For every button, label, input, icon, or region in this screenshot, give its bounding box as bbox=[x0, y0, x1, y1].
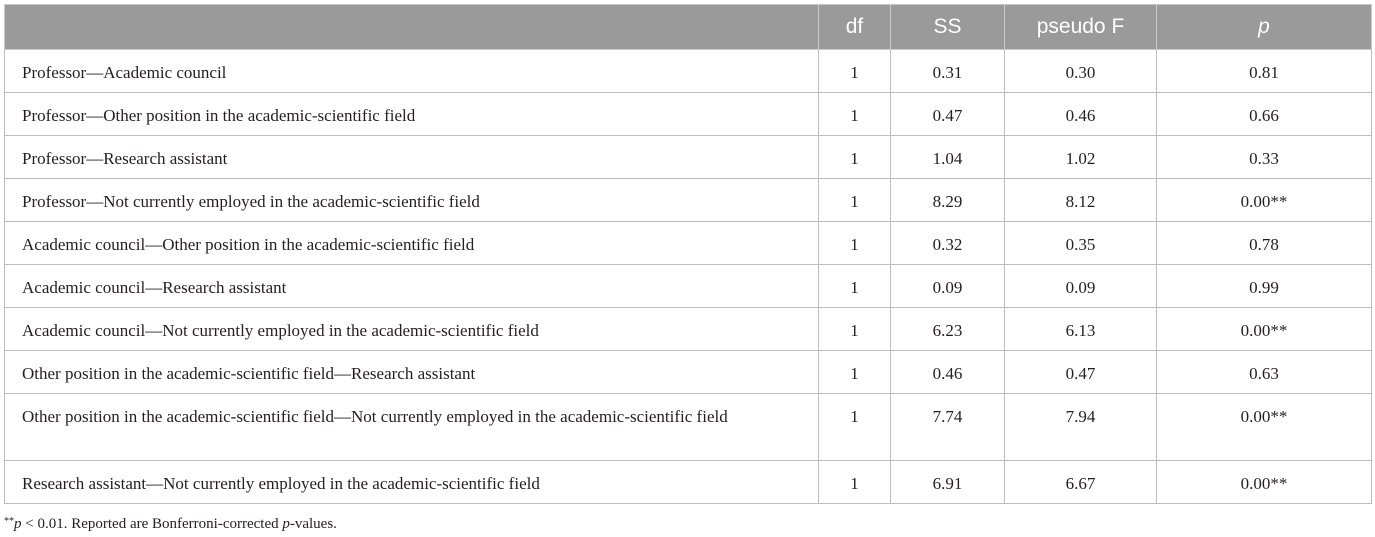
cell-ss: 0.31 bbox=[890, 49, 1005, 93]
cell-comparison: Research assistant—Not currently employe… bbox=[4, 460, 819, 504]
cell-p: 0.00** bbox=[1156, 307, 1372, 351]
cell-p: 0.00** bbox=[1156, 178, 1372, 222]
table-row: Research assistant—Not currently employe… bbox=[4, 460, 1372, 504]
cell-p: 0.99 bbox=[1156, 264, 1372, 308]
table-row: Other position in the academic-scientifi… bbox=[4, 393, 1372, 461]
cell-pseudo-f: 0.30 bbox=[1004, 49, 1157, 93]
table-row: Other position in the academic-scientifi… bbox=[4, 350, 1372, 394]
cell-comparison: Professor—Academic council bbox=[4, 49, 819, 93]
cell-pseudo-f: 6.13 bbox=[1004, 307, 1157, 351]
pairwise-comparison-table: df SS pseudo F p Professor—Academic coun… bbox=[4, 4, 1372, 504]
table-row: Academic council—Other position in the a… bbox=[4, 221, 1372, 265]
cell-p: 0.33 bbox=[1156, 135, 1372, 179]
header-p: p bbox=[1156, 4, 1372, 50]
table-row: Professor—Not currently employed in the … bbox=[4, 178, 1372, 222]
results-table-container: df SS pseudo F p Professor—Academic coun… bbox=[4, 4, 1372, 504]
cell-df: 1 bbox=[818, 350, 891, 394]
table-row: Professor—Academic council 1 0.31 0.30 0.81 bbox=[4, 49, 1372, 93]
table-row: Professor—Research assistant 1 1.04 1.02 0.3… bbox=[4, 135, 1372, 179]
cell-df: 1 bbox=[818, 135, 891, 179]
table-footnote: **p < 0.01. Reported are Bonferroni-corr… bbox=[4, 513, 337, 533]
footnote-p-symbol: p bbox=[14, 516, 22, 532]
cell-p: 0.63 bbox=[1156, 350, 1372, 394]
cell-pseudo-f: 6.67 bbox=[1004, 460, 1157, 504]
cell-pseudo-f: 0.35 bbox=[1004, 221, 1157, 265]
header-comparison bbox=[4, 4, 819, 50]
cell-comparison: Professor—Other position in the academic… bbox=[4, 92, 819, 136]
cell-ss: 0.47 bbox=[890, 92, 1005, 136]
cell-pseudo-f: 7.94 bbox=[1004, 393, 1157, 461]
cell-comparison: Other position in the academic-scientifi… bbox=[4, 350, 819, 394]
cell-pseudo-f: 8.12 bbox=[1004, 178, 1157, 222]
table-row: Professor—Other position in the academic… bbox=[4, 92, 1372, 136]
cell-df: 1 bbox=[818, 264, 891, 308]
cell-p: 0.66 bbox=[1156, 92, 1372, 136]
table-body: Professor—Academic council 1 0.31 0.30 0.81 P… bbox=[4, 49, 1372, 504]
cell-pseudo-f: 0.47 bbox=[1004, 350, 1157, 394]
cell-pseudo-f: 0.09 bbox=[1004, 264, 1157, 308]
cell-p: 0.00** bbox=[1156, 460, 1372, 504]
cell-ss: 0.46 bbox=[890, 350, 1005, 394]
header-df: df bbox=[818, 4, 891, 50]
cell-df: 1 bbox=[818, 178, 891, 222]
footnote-p-symbol-2: p bbox=[282, 516, 290, 532]
footnote-tail: -values. bbox=[289, 516, 337, 532]
cell-comparison: Professor—Not currently employed in the … bbox=[4, 178, 819, 222]
table-row: Academic council—Not currently employed … bbox=[4, 307, 1372, 351]
header-ss: SS bbox=[890, 4, 1005, 50]
cell-comparison: Academic council—Other position in the a… bbox=[4, 221, 819, 265]
cell-df: 1 bbox=[818, 460, 891, 504]
cell-comparison: Academic council—Research assistant bbox=[4, 264, 819, 308]
cell-ss: 1.04 bbox=[890, 135, 1005, 179]
cell-ss: 6.91 bbox=[890, 460, 1005, 504]
cell-p: 0.78 bbox=[1156, 221, 1372, 265]
cell-df: 1 bbox=[818, 307, 891, 351]
header-pseudo-f: pseudo F bbox=[1004, 4, 1157, 50]
cell-df: 1 bbox=[818, 92, 891, 136]
cell-ss: 6.23 bbox=[890, 307, 1005, 351]
cell-comparison: Professor—Research assistant bbox=[4, 135, 819, 179]
footnote-marker: ** bbox=[4, 516, 14, 527]
cell-ss: 7.74 bbox=[890, 393, 1005, 461]
cell-df: 1 bbox=[818, 393, 891, 461]
cell-df: 1 bbox=[818, 221, 891, 265]
cell-df: 1 bbox=[818, 49, 891, 93]
cell-comparison: Academic council—Not currently employed … bbox=[4, 307, 819, 351]
table-row: Academic council—Research assistant 1 0.09… bbox=[4, 264, 1372, 308]
cell-ss: 8.29 bbox=[890, 178, 1005, 222]
cell-p: 0.00** bbox=[1156, 393, 1372, 461]
cell-pseudo-f: 1.02 bbox=[1004, 135, 1157, 179]
cell-ss: 0.32 bbox=[890, 221, 1005, 265]
table-header-row: df SS pseudo F p bbox=[4, 4, 1372, 50]
footnote-threshold: < 0.01. Reported are Bonferroni-correcte… bbox=[21, 516, 283, 532]
cell-ss: 0.09 bbox=[890, 264, 1005, 308]
cell-p: 0.81 bbox=[1156, 49, 1372, 93]
cell-pseudo-f: 0.46 bbox=[1004, 92, 1157, 136]
cell-comparison: Other position in the academic-scientifi… bbox=[4, 393, 819, 461]
